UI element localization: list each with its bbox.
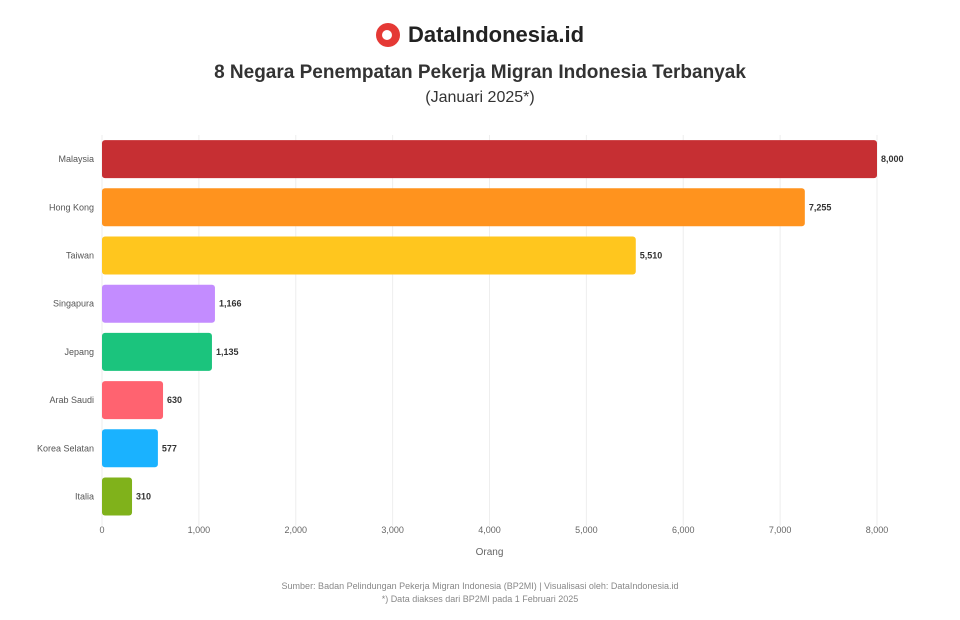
data-label: 1,166	[219, 299, 242, 309]
bar-malaysia	[102, 140, 877, 179]
x-tick-label: 3,000	[381, 525, 404, 535]
data-label: 577	[162, 443, 177, 453]
x-tick-label: 0	[99, 525, 104, 535]
bar-taiwan	[102, 236, 636, 275]
data-label: 630	[167, 395, 182, 405]
data-label: 1,135	[216, 347, 239, 357]
x-axis-label: Orang	[476, 547, 504, 558]
source-note: Sumber: Badan Pelindungan Pekerja Migran…	[0, 580, 960, 606]
data-label: 310	[136, 492, 151, 502]
x-tick-label: 4,000	[478, 525, 501, 535]
logo-icon	[375, 23, 400, 47]
category-label: Arab Saudi	[49, 395, 94, 405]
bar-singapura	[102, 284, 215, 323]
category-label: Taiwan	[66, 251, 94, 261]
data-label: 5,510	[640, 251, 663, 261]
chart-title: 8 Negara Penempatan Pekerja Migran Indon…	[214, 62, 746, 83]
category-label: Italia	[75, 492, 94, 502]
footnote-text: *) Data diakses dari BP2MI pada 1 Februa…	[381, 594, 579, 604]
x-tick-label: 1,000	[188, 525, 211, 535]
bar-italia	[102, 477, 133, 516]
category-label: Jepang	[64, 347, 94, 357]
category-label: Malaysia	[58, 154, 94, 164]
data-label: 7,255	[809, 202, 832, 212]
bar-jepang	[102, 332, 212, 371]
x-tick-label: 5,000	[575, 525, 598, 535]
brand-logo: DataIndonesia.id	[0, 22, 960, 48]
x-tick-label: 2,000	[284, 525, 307, 535]
brand-name: DataIndonesia.id	[407, 22, 585, 47]
category-label: Hong Kong	[49, 202, 94, 212]
bar-korea-selatan	[102, 429, 158, 468]
x-tick-label: 8,000	[866, 525, 889, 535]
category-label: Singapura	[53, 299, 94, 309]
x-tick-label: 7,000	[769, 525, 792, 535]
source-text: Sumber: Badan Pelindungan Pekerja Migran…	[281, 581, 679, 591]
bar-arab-saudi	[102, 381, 164, 420]
x-tick-label: 6,000	[672, 525, 695, 535]
data-label: 8,000	[881, 154, 904, 164]
bar-hong-kong	[102, 188, 805, 227]
chart-subtitle: (Januari 2025*)	[425, 89, 535, 106]
category-label: Korea Selatan	[37, 443, 94, 453]
